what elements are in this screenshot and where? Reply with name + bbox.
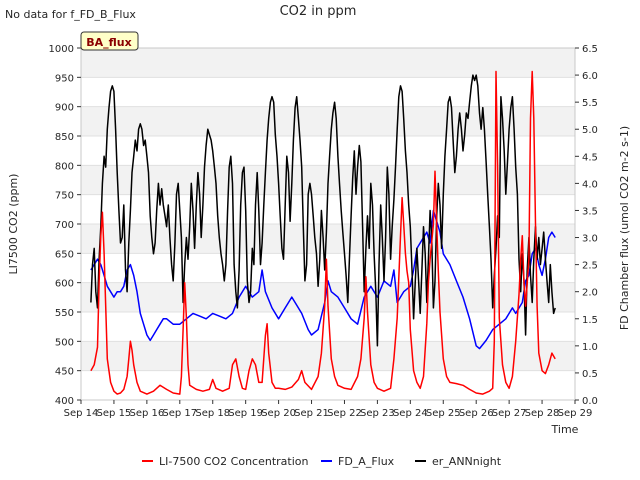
series-layer xyxy=(90,70,556,395)
badge-label: BA_flux xyxy=(86,36,131,49)
series-line-er-annnight xyxy=(90,74,556,347)
y-left-tick-label: 850 xyxy=(55,132,74,143)
grid-band xyxy=(81,48,575,78)
x-tick-label: Sep 24 xyxy=(393,408,428,419)
y-left-tick-label: 700 xyxy=(55,220,74,231)
y-right-tick-label: 3.5 xyxy=(582,206,598,217)
y-left-tick-label: 950 xyxy=(55,73,74,84)
no-data-note: No data for f_FD_B_Flux xyxy=(5,8,136,21)
y-right-tick-label: 2.0 xyxy=(582,288,598,299)
y-right-tick-label: 6.5 xyxy=(582,44,598,55)
y-right-tick-label: 3.0 xyxy=(582,234,598,245)
y-left-tick-label: 900 xyxy=(55,103,74,114)
y-left-tick-label: 500 xyxy=(55,337,74,348)
x-tick-label: Sep 15 xyxy=(97,408,132,419)
x-tick-label: Sep 22 xyxy=(327,408,362,419)
x-tick-label: Sep 20 xyxy=(261,408,296,419)
y-axis-right-label: FD Chamber flux (umol CO2 m-2 s-1) xyxy=(618,126,631,330)
x-tick-label: Sep 16 xyxy=(129,408,164,419)
y-right-tick-label: 1.5 xyxy=(582,315,598,326)
y-right-tick-label: 5.5 xyxy=(582,98,598,109)
legend: LI-7500 CO2 Concentration FD_A_Flux er_ANN… xyxy=(142,455,502,468)
y-left-tick-label: 750 xyxy=(55,191,74,202)
x-tick-label: Sep 27 xyxy=(492,408,527,419)
series-line-fd-a-flux xyxy=(90,209,556,350)
x-tick-label: Sep 17 xyxy=(162,408,197,419)
y-right-tick-label: 0.0 xyxy=(582,396,598,407)
x-tick-label: Sep 28 xyxy=(525,408,560,419)
x-tick-label: Sep 25 xyxy=(426,408,461,419)
series-line-li-7500-co2-concentration xyxy=(90,70,556,395)
y-left-tick-label: 1000 xyxy=(49,44,74,55)
legend-label: LI-7500 CO2 Concentration xyxy=(159,455,309,468)
y-right-tick-label: 4.5 xyxy=(582,152,598,163)
x-tick-label: Sep 18 xyxy=(195,408,230,419)
x-tick-label: Sep 14 xyxy=(64,408,99,419)
badge: BA_flux xyxy=(80,31,139,51)
y-right-tick-label: 4.0 xyxy=(582,179,598,190)
chart-title: CO2 in ppm xyxy=(280,4,357,19)
x-axis-label: Time xyxy=(551,423,579,436)
y-left-tick-label: 600 xyxy=(55,279,74,290)
y-left-tick-label: 450 xyxy=(55,367,74,378)
y-right-tick-label: 5.0 xyxy=(582,125,598,136)
grid-band xyxy=(81,224,575,254)
x-tick-label: Sep 29 xyxy=(558,408,593,419)
legend-label: FD_A_Flux xyxy=(338,455,395,468)
x-tick-label: Sep 23 xyxy=(360,408,395,419)
grid-band xyxy=(81,106,575,136)
y-left-tick-label: 550 xyxy=(55,308,74,319)
x-tick-label: Sep 21 xyxy=(294,408,329,419)
y-right-tick-label: 1.0 xyxy=(582,342,598,353)
y-axis-left-label: LI7500 CO2 (ppm) xyxy=(7,174,20,275)
legend-label: er_ANNnight xyxy=(432,455,502,468)
grid-band xyxy=(81,341,575,371)
y-left-tick-label: 400 xyxy=(55,396,74,407)
y-right-tick-label: 6.0 xyxy=(582,71,598,82)
y-axis-right: 0.0 0.5 1.0 1.5 2.0 2.5 3.0 3.5 4.0 4.5 5.0 5.5 6.0 6… xyxy=(575,44,598,407)
y-right-tick-label: 0.5 xyxy=(582,369,598,380)
y-right-tick-label: 2.5 xyxy=(582,261,598,272)
y-left-tick-label: 800 xyxy=(55,161,74,172)
y-axis-left: 400 450 500 550 600 650 700 750 800 850 900 950 1000 xyxy=(49,44,81,407)
x-tick-label: Sep 19 xyxy=(228,408,263,419)
y-left-tick-label: 650 xyxy=(55,249,74,260)
badge-box xyxy=(80,31,139,51)
x-tick-label: Sep 26 xyxy=(459,408,494,419)
